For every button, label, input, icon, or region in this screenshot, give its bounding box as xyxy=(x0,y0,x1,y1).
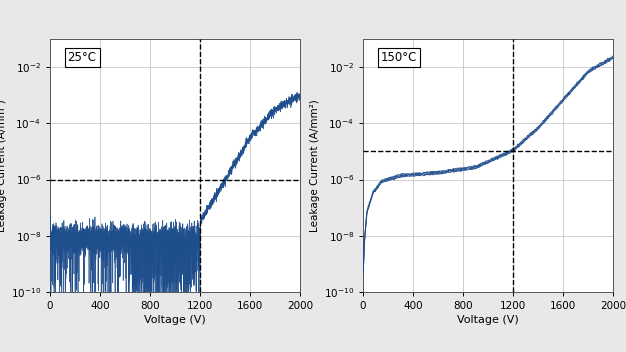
Text: 150°C: 150°C xyxy=(381,51,417,64)
Text: 25°C: 25°C xyxy=(68,51,96,64)
X-axis label: Voltage (V): Voltage (V) xyxy=(458,315,519,325)
Y-axis label: Leakage Current (A/mm²): Leakage Current (A/mm²) xyxy=(0,99,7,232)
Y-axis label: Leakage Current (A/mm²): Leakage Current (A/mm²) xyxy=(310,99,320,232)
X-axis label: Voltage (V): Voltage (V) xyxy=(145,315,206,325)
